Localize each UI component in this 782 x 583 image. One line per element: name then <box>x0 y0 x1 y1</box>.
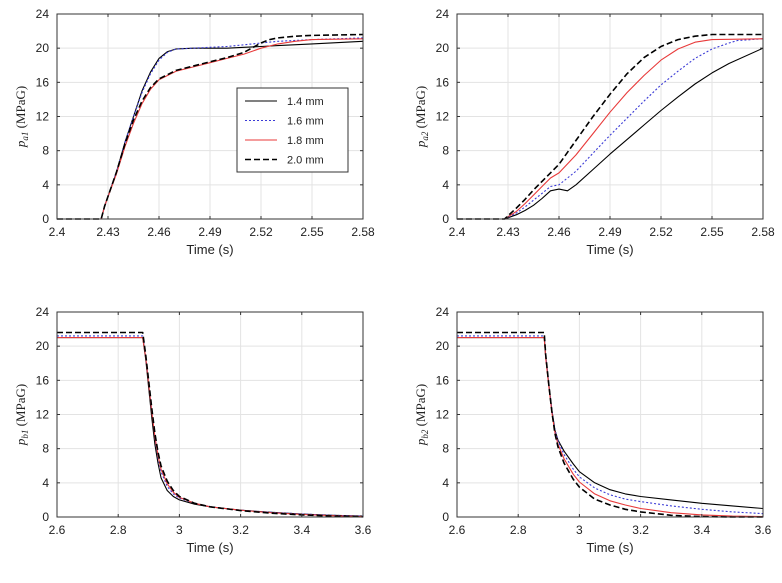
y-tick-label: 20 <box>436 339 450 353</box>
y-axis-label-subscript: b1 <box>20 430 30 439</box>
x-axis-label: Time (s) <box>586 540 633 555</box>
x-tick-label: 2.58 <box>351 225 375 239</box>
legend-label: 2.0 mm <box>287 155 324 167</box>
x-tick-label: 3.2 <box>632 523 649 537</box>
y-tick-label: 4 <box>442 476 449 490</box>
y-tick-label: 12 <box>436 408 450 422</box>
x-tick-label: 2.55 <box>700 225 724 239</box>
y-tick-label: 16 <box>36 75 50 89</box>
x-tick-label: 3 <box>576 523 583 537</box>
x-tick-label: 2.49 <box>598 225 622 239</box>
y-tick-label: 12 <box>36 110 50 124</box>
y-tick-label: 4 <box>442 178 449 192</box>
y-tick-label: 0 <box>42 212 49 226</box>
y-tick-label: 0 <box>442 212 449 226</box>
series-line-20-mm <box>57 331 364 518</box>
x-axis-label: Time (s) <box>186 540 233 555</box>
y-axis-label-subscript: a2 <box>420 131 430 141</box>
legend: 1.4 mm 1.6 mm 1.8 mm 2.0 mm <box>236 87 349 173</box>
x-tick-label: 2.43 <box>96 225 120 239</box>
y-tick-label: 4 <box>42 476 49 490</box>
x-tick-label: 3.6 <box>755 523 772 537</box>
y-tick-label: 12 <box>36 408 50 422</box>
y-tick-label: 16 <box>436 373 450 387</box>
y-tick-label: 24 <box>36 305 50 319</box>
series-line-16-mm <box>457 38 764 220</box>
x-tick-label: 2.8 <box>510 523 527 537</box>
x-tick-label: 3.4 <box>693 523 710 537</box>
series-line-14-mm <box>457 47 764 220</box>
y-axis-label-symbol: p <box>413 438 428 446</box>
y-tick-label: 8 <box>42 442 49 456</box>
x-tick-label: 2.8 <box>110 523 127 537</box>
y-axis-label: pa2 (MPaG) <box>413 86 430 148</box>
x-tick-label: 2.6 <box>449 523 466 537</box>
y-tick-label: 12 <box>436 110 450 124</box>
legend-box <box>236 87 349 173</box>
y-tick-label: 16 <box>36 373 50 387</box>
y-tick-label: 0 <box>42 510 49 524</box>
y-tick-label: 8 <box>442 442 449 456</box>
y-axis-label-unit: (MPaG) <box>413 86 428 132</box>
y-tick-label: 8 <box>442 144 449 158</box>
x-axis-label: Time (s) <box>186 242 233 257</box>
series-line-18-mm <box>457 38 764 220</box>
y-tick-label: 24 <box>36 7 50 21</box>
chart-panel-1: 2.4 2.43 2.46 2.49 2.52 2.55 2.58 0 4 8 12 16 20 24 Ti… <box>13 7 375 257</box>
y-axis-label-symbol: p <box>413 140 428 148</box>
y-axis-label-subscript: a1 <box>20 132 30 141</box>
series-line-20-mm <box>457 331 763 518</box>
x-tick-label: 2.49 <box>198 225 222 239</box>
y-tick-label: 16 <box>436 75 450 89</box>
y-axis-label-subscript: b2 <box>420 429 430 439</box>
x-tick-label: 3.4 <box>293 523 310 537</box>
y-tick-label: 24 <box>436 7 450 21</box>
x-tick-label: 2.52 <box>649 225 673 239</box>
y-axis-label: pa1 (MPaG) <box>13 86 30 148</box>
series-line-20-mm <box>457 33 763 220</box>
y-tick-label: 20 <box>36 41 50 55</box>
x-tick-label: 3.2 <box>232 523 249 537</box>
series-line-20-mm <box>57 33 364 220</box>
x-tick-label: 2.58 <box>751 225 775 239</box>
y-tick-label: 20 <box>436 41 450 55</box>
legend-label: 1.4 mm <box>287 96 324 108</box>
legend-label: 1.8 mm <box>287 135 324 147</box>
x-tick-label: 2.46 <box>547 225 571 239</box>
y-axis-label-unit: (MPaG) <box>13 86 28 132</box>
x-axis-label: Time (s) <box>586 242 633 257</box>
y-axis-label: pb1 (MPaG) <box>13 384 30 446</box>
y-tick-label: 8 <box>42 144 49 158</box>
x-tick-label: 2.55 <box>300 225 324 239</box>
y-tick-label: 4 <box>42 178 49 192</box>
y-tick-label: 24 <box>436 305 450 319</box>
y-axis-label-symbol: p <box>13 438 28 446</box>
y-axis-label-unit: (MPaG) <box>13 384 28 430</box>
x-tick-label: 2.4 <box>449 225 466 239</box>
legend-label: 1.6 mm <box>287 116 324 128</box>
chart-panel-3: 2.6 2.8 3 3.2 3.4 3.6 0 4 8 12 16 20 24 Time (s) pb1 (… <box>13 305 372 555</box>
x-tick-label: 2.43 <box>496 225 520 239</box>
x-tick-label: 3 <box>176 523 183 537</box>
x-tick-label: 3.6 <box>355 523 372 537</box>
y-tick-label: 0 <box>442 510 449 524</box>
y-axis-label-symbol: p <box>13 140 28 148</box>
x-tick-label: 2.52 <box>249 225 273 239</box>
y-tick-label: 20 <box>36 339 50 353</box>
y-axis-label: pb2 (MPaG) <box>413 384 430 446</box>
x-tick-label: 2.46 <box>147 225 171 239</box>
chart-panel-4: 2.6 2.8 3 3.2 3.4 3.6 0 4 8 12 16 20 24 Time (s) pb2 (… <box>413 305 772 555</box>
y-axis-label-unit: (MPaG) <box>413 384 428 430</box>
x-tick-label: 2.6 <box>49 523 66 537</box>
chart-panel-2: 2.4 2.43 2.46 2.49 2.52 2.55 2.58 0 4 8 12 16 20 24 Ti… <box>413 7 775 257</box>
x-tick-label: 2.4 <box>49 225 66 239</box>
